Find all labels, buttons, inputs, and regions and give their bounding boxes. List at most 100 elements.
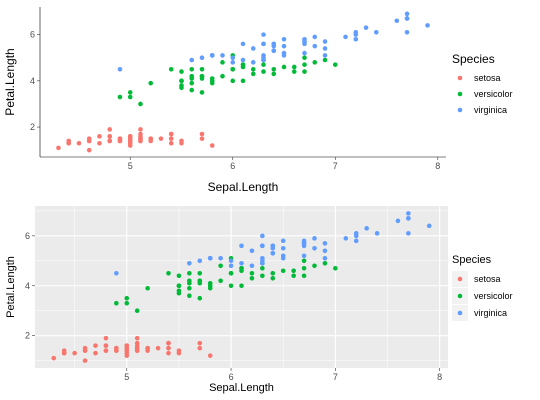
- chart2-x-tick-label: 5: [124, 372, 129, 382]
- chart1-x-axis-title: Sepal.Length: [208, 180, 279, 194]
- chart1-point-virginica: [404, 11, 410, 17]
- chart1-legend-label-virginica: virginica: [474, 105, 507, 115]
- chart1-legend-label-setosa: setosa: [474, 73, 501, 83]
- chart2-point-versicolor: [197, 295, 203, 301]
- chart1-point-versicolor: [220, 73, 225, 79]
- chart1-y-tick-label: 6: [30, 30, 35, 40]
- chart2-point-setosa: [114, 348, 119, 353]
- chart1-point-virginica: [322, 46, 328, 51]
- chart1-point-virginica: [312, 43, 318, 49]
- chart1-point-versicolor: [138, 101, 143, 107]
- chart2-point-virginica: [406, 211, 411, 216]
- chart2-point-virginica: [395, 218, 401, 224]
- chart1-legend-key-versicolor: [457, 91, 463, 97]
- chart1-point-virginica: [271, 48, 277, 54]
- chart1-point-virginica: [230, 60, 236, 65]
- chart1-point-versicolor: [322, 57, 328, 63]
- chart1-point-versicolor: [302, 62, 307, 67]
- chart1-point-virginica: [240, 57, 246, 63]
- chart1-point-virginica: [230, 55, 236, 61]
- chart1-point-versicolor: [189, 66, 195, 72]
- chart2-point-virginica: [260, 243, 265, 249]
- chart2-point-virginica: [239, 243, 244, 249]
- chart2-point-versicolor: [187, 293, 192, 299]
- chart1-point-virginica: [322, 53, 328, 58]
- chart1-point-setosa: [209, 143, 215, 148]
- chart2-y-tick-label: 2: [25, 331, 30, 341]
- chart1-point-versicolor: [148, 80, 154, 86]
- chart2-point-virginica: [260, 233, 265, 239]
- chart2-point-versicolor: [187, 270, 192, 276]
- chart2-point-virginica: [322, 241, 328, 246]
- chart1-point-virginica: [302, 39, 307, 44]
- chart2-point-setosa: [93, 350, 98, 356]
- chart2-point-versicolor: [301, 265, 307, 271]
- chart1-point-setosa: [138, 127, 143, 132]
- chart2-point-virginica: [228, 263, 234, 269]
- chart2-point-versicolor: [187, 278, 192, 284]
- chart2-point-setosa: [103, 348, 109, 353]
- chart2-point-versicolor: [301, 258, 307, 264]
- chart2-point-virginica: [249, 263, 255, 269]
- chart1-point-virginica: [302, 50, 307, 56]
- chart2-point-versicolor: [114, 300, 119, 306]
- chart2-point-versicolor: [280, 268, 286, 274]
- chart2-x-tick-label: 7: [333, 372, 338, 382]
- chart1-point-virginica: [261, 32, 266, 37]
- chart2-legend: Species setosa versicolor virginica: [452, 254, 513, 321]
- chart1-point-virginica: [199, 55, 205, 61]
- chart1-point-versicolor: [240, 78, 246, 84]
- chart2-point-virginica: [343, 236, 349, 241]
- chart1-point-versicolor: [230, 66, 236, 72]
- chart2-x-tick-label: 6: [229, 372, 234, 382]
- chart1-point-versicolor: [250, 66, 256, 72]
- chart1-group: 5 6 7 8 2 4 6 Sepal.Length Petal.Length Species se…: [3, 7, 513, 194]
- chart2-point-virginica: [260, 258, 265, 264]
- chart2-point-virginica: [353, 238, 359, 244]
- chart2-point-versicolor: [333, 265, 338, 271]
- chart1-point-virginica: [281, 36, 287, 42]
- chart2-legend-label-virginica: virginica: [474, 308, 507, 318]
- chart1-point-versicolor: [230, 78, 236, 84]
- chart2-point-virginica: [301, 253, 307, 259]
- chart1-point-setosa: [107, 134, 113, 139]
- chart2-y-tick-label: 4: [25, 281, 30, 291]
- chart2-point-virginica: [270, 246, 276, 251]
- chart2-point-virginica: [114, 270, 119, 276]
- chart2-point-setosa: [166, 345, 171, 351]
- chart2-point-versicolor: [176, 273, 182, 279]
- chart1-point-setosa: [199, 136, 205, 141]
- chart2-point-virginica: [364, 226, 369, 231]
- chart1-point-virginica: [117, 66, 123, 72]
- chart2-point-virginica: [249, 248, 255, 254]
- chart1-point-virginica: [209, 53, 215, 58]
- chart1-point-setosa: [199, 131, 205, 137]
- chart2-point-setosa: [72, 350, 77, 356]
- chart1-point-virginica: [271, 43, 277, 49]
- chart1-legend-title: Species: [452, 52, 495, 66]
- chart2-point-versicolor: [176, 283, 182, 289]
- chart1-point-setosa: [66, 140, 72, 146]
- chart1-point-versicolor: [261, 62, 266, 67]
- chart2-point-versicolor: [291, 273, 296, 279]
- chart1-legend-label-versicolor: versicolor: [474, 89, 513, 99]
- chart2-point-versicolor: [239, 268, 244, 274]
- chart2-point-virginica: [322, 255, 328, 261]
- chart1-point-versicolor: [199, 90, 205, 95]
- chart2-point-versicolor: [291, 268, 296, 274]
- chart1-point-setosa: [107, 127, 113, 132]
- chart1-x-tick-label: 5: [128, 161, 133, 171]
- chart1-point-setosa: [86, 147, 92, 153]
- chart2-point-virginica: [280, 246, 286, 251]
- chart2-point-versicolor: [145, 285, 150, 291]
- chart2-point-virginica: [322, 248, 328, 254]
- chart2-point-setosa: [197, 340, 203, 346]
- chart2-point-versicolor: [260, 273, 265, 279]
- chart1-point-versicolor: [179, 85, 184, 91]
- chart2-point-virginica: [280, 238, 286, 244]
- chart2-point-versicolor: [197, 280, 203, 286]
- chart1-point-setosa: [127, 138, 133, 144]
- chart1-point-versicolor: [281, 64, 287, 70]
